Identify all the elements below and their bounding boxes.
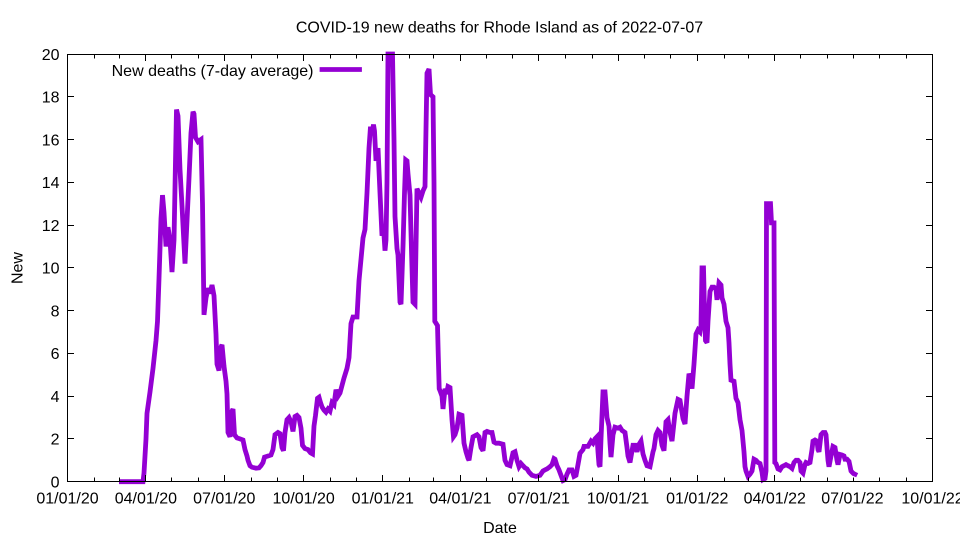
svg-text:10/01/21: 10/01/21	[587, 491, 649, 508]
svg-text:01/01/22: 01/01/22	[666, 491, 728, 508]
svg-text:New deaths (7-day average): New deaths (7-day average)	[112, 63, 314, 80]
svg-text:01/01/20: 01/01/20	[36, 491, 98, 508]
svg-text:10: 10	[42, 261, 60, 278]
svg-text:12: 12	[42, 218, 60, 235]
svg-text:Date: Date	[483, 520, 517, 537]
svg-text:04/01/21: 04/01/21	[429, 491, 491, 508]
svg-text:20: 20	[42, 47, 60, 64]
svg-text:18: 18	[42, 90, 60, 107]
svg-text:10/01/22: 10/01/22	[901, 491, 960, 508]
svg-text:04/01/20: 04/01/20	[115, 491, 177, 508]
svg-text:07/01/21: 07/01/21	[508, 491, 570, 508]
svg-text:04/01/22: 04/01/22	[744, 491, 806, 508]
svg-text:07/01/22: 07/01/22	[821, 491, 883, 508]
svg-text:4: 4	[51, 389, 60, 406]
svg-text:6: 6	[51, 346, 60, 363]
svg-text:01/01/21: 01/01/21	[352, 491, 414, 508]
svg-text:New: New	[9, 252, 26, 284]
svg-text:0: 0	[51, 475, 60, 492]
svg-text:16: 16	[42, 132, 60, 149]
svg-text:2: 2	[51, 432, 60, 449]
svg-text:10/01/20: 10/01/20	[272, 491, 334, 508]
svg-text:14: 14	[42, 175, 60, 192]
svg-text:8: 8	[51, 303, 60, 320]
svg-text:07/01/20: 07/01/20	[193, 491, 255, 508]
svg-text:COVID-19 new deaths for Rhode: COVID-19 new deaths for Rhode Island as …	[296, 20, 703, 37]
